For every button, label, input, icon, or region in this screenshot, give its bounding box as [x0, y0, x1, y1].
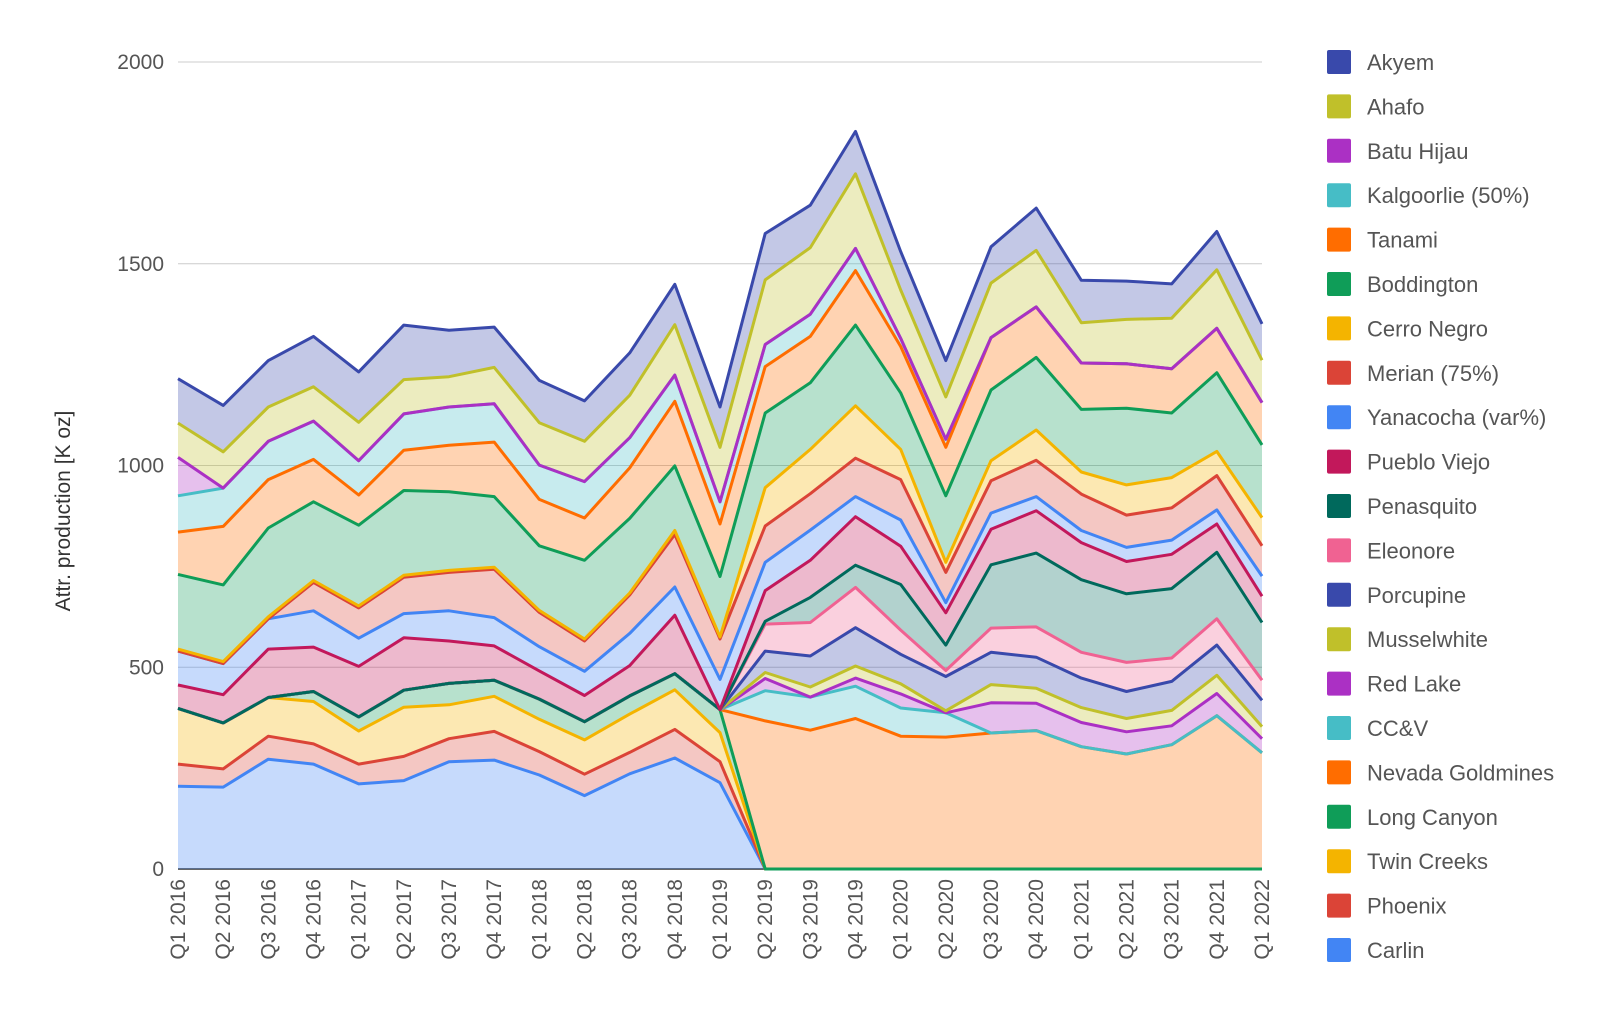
series-lines	[177, 129, 1264, 871]
area-boddington	[178, 325, 1262, 662]
legend-swatch	[1327, 716, 1351, 740]
x-tick-label: Q3 2019	[799, 879, 822, 960]
x-tick-label: Q4 2021	[1206, 879, 1229, 960]
legend-label: Merian (75%)	[1367, 361, 1499, 386]
area-eleonore	[178, 587, 1262, 723]
legend-label: Eleonore	[1367, 538, 1455, 563]
legend-swatch	[1327, 671, 1351, 696]
legend-swatch	[1327, 938, 1351, 962]
x-tick-label: Q2 2019	[754, 879, 777, 960]
legend-swatch	[1327, 627, 1351, 652]
legend-swatch	[1327, 227, 1351, 252]
area-red-lake	[178, 673, 1262, 754]
legend-swatch	[1327, 449, 1351, 474]
legend-swatch	[1327, 494, 1351, 518]
legend: Akyem Ahafo Batu Hijau Kalgoorlie (50%) Tana…	[1327, 50, 1554, 963]
legend-label: Phoenix	[1367, 894, 1447, 919]
area-musselwhite	[178, 666, 1262, 739]
x-tick-label: Q1 2019	[709, 879, 732, 960]
legend-swatch	[1327, 272, 1351, 296]
legend-label: Cerro Negro	[1367, 316, 1488, 341]
y-tick-label-500: 500	[129, 656, 164, 679]
x-tick-label: Q1 2018	[528, 879, 551, 960]
x-tick-label: Q3 2021	[1161, 879, 1184, 960]
area-twin-creeks	[178, 689, 1262, 869]
line-pueblo-viejo	[177, 509, 1264, 712]
legend-label: CC&V	[1367, 716, 1428, 741]
legend-label: Akyem	[1367, 50, 1434, 75]
x-tick-label: Q2 2020	[935, 879, 958, 960]
legend-label: Carlin	[1367, 938, 1424, 963]
x-tick-label: Q2 2016	[212, 879, 235, 960]
x-tick-label: Q3 2020	[980, 879, 1003, 960]
legend-label: Tanami	[1367, 228, 1438, 253]
x-tick-label: Q2 2017	[393, 879, 416, 960]
legend-swatch	[1327, 582, 1351, 607]
axes: Q1 2016 Q2 2016 Q3 2016 Q4 2016 Q1 2017 Q2 20…	[167, 879, 1274, 960]
x-tick-label: Q2 2021	[1116, 879, 1139, 960]
x-tick-label: Q1 2021	[1070, 879, 1093, 960]
x-tick-label: Q1 2020	[890, 879, 913, 960]
line-merian-75	[177, 456, 1264, 666]
legend-swatch	[1327, 804, 1351, 829]
x-tick-label: Q4 2016	[303, 879, 326, 960]
legend-label: Ahafo	[1367, 94, 1425, 119]
legend-swatch	[1327, 893, 1351, 918]
line-cerro-negro	[177, 404, 1264, 664]
legend-swatch	[1327, 360, 1351, 385]
line-yanacocha-var	[177, 495, 1264, 681]
legend-label: Boddington	[1367, 272, 1478, 297]
legend-swatch	[1327, 760, 1351, 785]
line-akyem	[177, 129, 1264, 409]
x-tick-label: Q4 2017	[483, 879, 506, 960]
legend-swatch	[1327, 538, 1351, 563]
legend-swatch	[1327, 405, 1351, 430]
legend-swatch	[1327, 94, 1351, 119]
x-tick-label: Q3 2018	[619, 879, 642, 960]
x-tick-label: Q4 2019	[845, 879, 868, 960]
y-axis-title: Attr. production [K oz]	[52, 411, 75, 612]
line-boddington	[177, 323, 1264, 587]
legend-label: Yanacocha (var%)	[1367, 405, 1546, 430]
area-tanami	[178, 270, 1262, 585]
legend-label: Pueblo Viejo	[1367, 450, 1490, 475]
area-carlin	[178, 758, 1262, 869]
legend-label: Musselwhite	[1367, 627, 1488, 652]
x-tick-label: Q2 2018	[574, 879, 597, 960]
legend-swatch	[1327, 138, 1351, 163]
legend-swatch	[1327, 849, 1351, 874]
legend-label: Twin Creeks	[1367, 849, 1488, 874]
area-cerro-negro	[178, 405, 1262, 664]
y-tick-label-1000: 1000	[117, 455, 164, 478]
x-tick-label: Q4 2020	[1025, 879, 1048, 960]
area-nevada-goldmines	[178, 673, 1262, 869]
y-tick-label-1500: 1500	[117, 253, 164, 276]
area-akyem	[178, 131, 1262, 452]
legend-label: Kalgoorlie (50%)	[1367, 183, 1530, 208]
line-batu-hijau	[177, 246, 1264, 504]
y-tick-label-2000: 2000	[117, 51, 164, 74]
legend-label: Red Lake	[1367, 672, 1461, 697]
x-tick-label: Q1 2016	[167, 879, 190, 960]
legend-swatch	[1327, 316, 1351, 341]
legend-label: Batu Hijau	[1367, 139, 1469, 164]
legend-label: Porcupine	[1367, 583, 1466, 608]
y-tick-label-0: 0	[152, 858, 164, 881]
legend-swatch	[1327, 183, 1351, 208]
x-tick-label: Q3 2017	[438, 879, 461, 960]
x-tick-label: Q1 2017	[348, 879, 371, 960]
area-penasquito	[178, 552, 1262, 723]
x-tick-label: Q1 2022	[1251, 879, 1274, 960]
legend-swatch	[1327, 50, 1351, 74]
legend-label: Long Canyon	[1367, 805, 1498, 830]
area-phoenix	[178, 729, 1262, 869]
x-tick-label: Q3 2016	[257, 879, 280, 960]
line-ahafo	[177, 172, 1264, 454]
legend-label: Nevada Goldmines	[1367, 760, 1554, 785]
x-tick-label: Q4 2018	[664, 879, 687, 960]
legend-label: Penasquito	[1367, 494, 1477, 519]
